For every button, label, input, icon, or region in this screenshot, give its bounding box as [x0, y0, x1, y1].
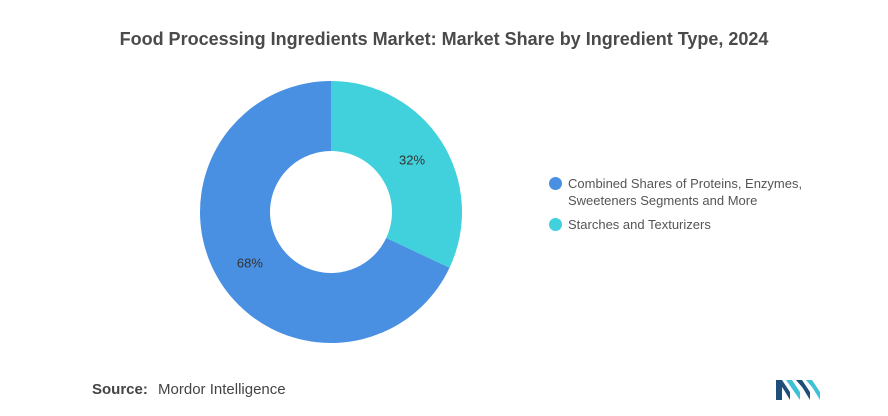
- legend-label-0: Combined Shares of Proteins, Enzymes, Sw…: [568, 176, 803, 208]
- legend-swatch-1: [549, 218, 562, 231]
- legend-label-1: Starches and Texturizers: [568, 217, 711, 232]
- chart-legend: Combined Shares of Proteins, Enzymes, Sw…: [549, 175, 849, 240]
- donut-slice-labels: 32% 68%: [237, 153, 426, 271]
- slice-1: [200, 81, 450, 343]
- slice-0: [331, 81, 462, 268]
- source-value: Mordor Intelligence: [158, 381, 286, 398]
- legend-item-0: Combined Shares of Proteins, Enzymes, Sw…: [549, 175, 849, 209]
- source-label: Source:: [92, 381, 148, 398]
- slice-label-0: 32%: [399, 153, 425, 168]
- donut-slices: [200, 81, 462, 343]
- slice-label-1: 68%: [237, 255, 263, 270]
- source-note: Source: Mordor Intelligence: [92, 381, 286, 398]
- legend-item-1: Starches and Texturizers: [549, 216, 849, 233]
- chart-title: Food Processing Ingredients Market: Mark…: [119, 29, 769, 49]
- mordor-intelligence-logo-icon: [776, 380, 820, 400]
- legend-swatch-0: [549, 177, 562, 190]
